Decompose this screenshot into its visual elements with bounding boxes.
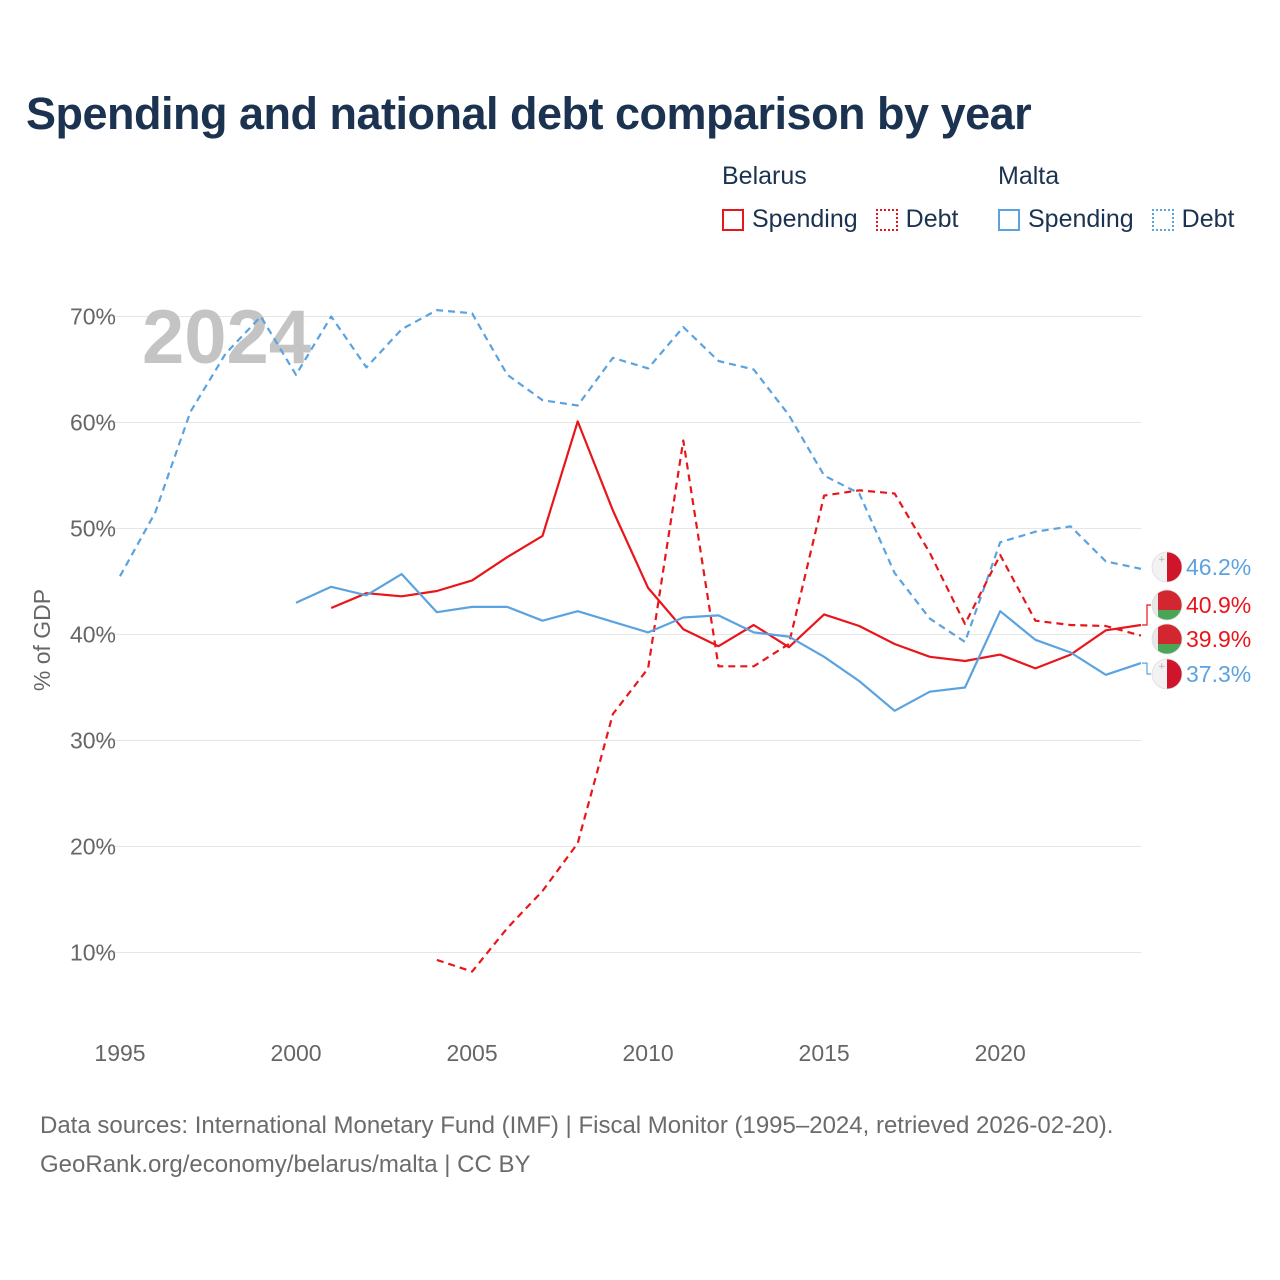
flag-fill [1152, 624, 1182, 654]
legend-item-belarus-debt[interactable]: Debt [875, 205, 959, 234]
sources-line-1: Data sources: International Monetary Fun… [40, 1112, 1114, 1139]
flag-malta-red [1167, 659, 1182, 689]
flag-belarus-green [1152, 644, 1182, 654]
flag-belarus-ornament [1152, 590, 1158, 620]
grid-lines [92, 316, 1141, 953]
flag-malta-icon: + [1151, 658, 1183, 690]
legend-group-belarus: Belarus Spending Debt [722, 162, 976, 234]
flag-belarus-ornament [1152, 624, 1158, 654]
y-tick-label-20: 20% [70, 834, 116, 860]
flag-malta-cross: + [1158, 662, 1166, 672]
x-tick-label-2005: 2005 [446, 1040, 497, 1066]
flag-belarus-green [1152, 610, 1182, 620]
legend-swatch-solid-icon [722, 208, 744, 231]
end-labels: +46.2% 40.9% 39.9% + 37.3% [1142, 551, 1251, 690]
legend-group-name-malta: Malta [998, 162, 1060, 190]
sources-line-2[interactable]: GeoRank.org/economy/belarus/malta | CC B… [40, 1151, 531, 1178]
y-tick-label-30: 30% [70, 728, 116, 754]
legend-group-malta: Malta Spending Debt [998, 162, 1234, 234]
end-label-malta-debt: 46.2% [1186, 554, 1251, 580]
flag-malta-white [1152, 659, 1167, 689]
end-label-belarus-spending: 40.9% [1186, 592, 1251, 618]
series-line-malta-debt [119, 309, 1142, 643]
x-tick-label-2010: 2010 [623, 1040, 674, 1066]
y-tick-label-60: 60% [70, 410, 116, 436]
legend-swatch-solid-icon [998, 208, 1020, 231]
leader-line-malta-spending [1142, 662, 1151, 675]
flag-malta-red [1167, 552, 1182, 582]
data-sources: Data sources: International Monetary Fun… [40, 1106, 1113, 1184]
x-tick-label-2000: 2000 [270, 1040, 321, 1066]
end-label-belarus-debt: 39.9% [1186, 626, 1251, 652]
y-tick-label-10: 10% [70, 940, 116, 966]
series-line-belarus-spending [330, 420, 1142, 670]
flag-fill: + [1152, 659, 1182, 689]
flag-malta-icon: + [1151, 551, 1183, 583]
flag-fill: + [1152, 552, 1182, 582]
legend-label: Debt [905, 205, 959, 233]
x-tick-label-2015: 2015 [799, 1040, 850, 1066]
legend-label: Debt [1181, 205, 1235, 233]
x-tick-label-1995: 1995 [94, 1040, 145, 1066]
y-axis-ticks: 10% 20% 30% 40% 50% 60% 70% [70, 304, 116, 966]
y-tick-label-70: 70% [70, 304, 116, 330]
flag-border [1151, 589, 1183, 621]
year-watermark: 2024 [142, 295, 311, 380]
chart-title: Spending and national debt comparison by… [26, 88, 1032, 139]
legend-item-malta-debt[interactable]: Debt [1151, 205, 1235, 234]
flag-belarus-icon [1151, 589, 1183, 621]
end-label-malta-spending: 37.3% [1186, 661, 1251, 687]
y-axis-label: % of GDP [29, 589, 55, 691]
y-tick-label-40: 40% [70, 622, 116, 648]
series-line-malta-spending [295, 573, 1142, 712]
flag-belarus-icon [1151, 623, 1183, 655]
flag-malta-white [1152, 552, 1167, 582]
flag-border [1151, 623, 1183, 655]
series-lines [119, 309, 1142, 973]
legend-item-belarus-spending[interactable]: Spending [722, 205, 858, 234]
legend-item-malta-spending[interactable]: Spending [998, 205, 1134, 234]
series-line-belarus-debt [436, 439, 1142, 973]
legend-swatch-dotted-icon [1151, 208, 1174, 231]
legend-label: Spending [1028, 205, 1134, 233]
legend-swatch-dotted-icon [875, 208, 898, 231]
x-axis-ticks: 1995 2000 2005 2010 2015 2020 [94, 1040, 1025, 1066]
flag-belarus-red [1152, 590, 1182, 610]
x-tick-label-2020: 2020 [975, 1040, 1026, 1066]
flag-border [1151, 658, 1183, 690]
flag-fill [1152, 590, 1182, 620]
legend-group-name-belarus: Belarus [722, 162, 807, 190]
flag-border [1151, 551, 1183, 583]
flag-malta-cross: + [1158, 555, 1166, 565]
leader-line-belarus-spending [1142, 604, 1151, 626]
legend-label: Spending [752, 205, 858, 233]
y-tick-label-50: 50% [70, 516, 116, 542]
flag-belarus-red [1152, 624, 1182, 644]
